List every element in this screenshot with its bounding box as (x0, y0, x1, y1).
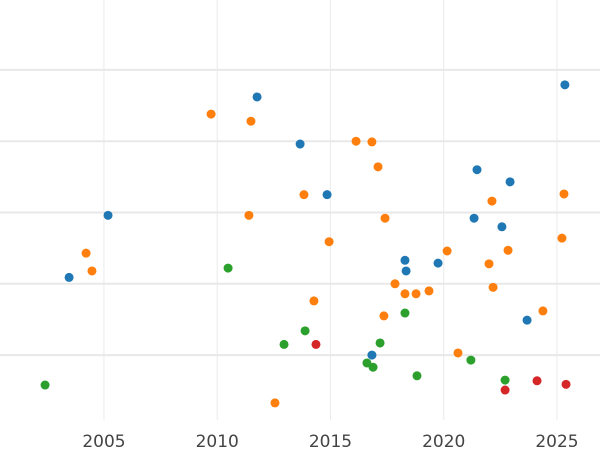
data-point-orange (390, 279, 400, 289)
data-point-blue (433, 258, 443, 268)
data-point-green (500, 375, 510, 385)
data-point-blue (522, 315, 532, 325)
data-point-orange (380, 213, 390, 223)
data-point-blue (505, 177, 515, 187)
data-point-green (400, 308, 410, 318)
data-point-green (466, 355, 476, 365)
data-point-orange (411, 289, 421, 299)
data-point-orange (484, 259, 494, 269)
data-point-blue (560, 80, 570, 90)
data-point-blue (252, 92, 262, 102)
data-point-orange (503, 245, 513, 255)
data-point-orange (442, 246, 452, 256)
data-point-blue (64, 272, 74, 282)
data-point-orange (324, 237, 334, 247)
data-point-orange (246, 116, 256, 126)
data-point-red (561, 379, 571, 389)
data-point-orange (488, 282, 498, 292)
data-point-green (300, 326, 310, 336)
data-point-green (223, 263, 233, 273)
data-point-orange (379, 311, 389, 321)
data-point-blue (295, 139, 305, 149)
data-points (40, 80, 571, 408)
data-point-green (279, 339, 289, 349)
data-point-red (311, 339, 321, 349)
data-point-orange (538, 306, 548, 316)
data-point-blue (367, 350, 377, 360)
x-tick-label: 2015 (309, 432, 352, 450)
data-point-green (40, 380, 50, 390)
data-point-blue (322, 190, 332, 200)
horizontal-gridlines (0, 68, 600, 357)
data-point-blue (103, 210, 113, 220)
data-point-orange (367, 137, 377, 147)
data-point-blue (469, 213, 479, 223)
data-point-orange (557, 233, 567, 243)
data-point-orange (487, 196, 497, 206)
x-tick-label: 2025 (535, 432, 578, 450)
data-point-orange (299, 190, 309, 200)
data-point-blue (400, 255, 410, 265)
x-tick-label: 2020 (422, 432, 465, 450)
data-point-green (368, 362, 378, 372)
x-tick-label: 2010 (196, 432, 239, 450)
data-point-orange (559, 189, 569, 199)
data-point-orange (373, 162, 383, 172)
x-tick-labels: 2005 2010 2015 2020 2025 (82, 432, 578, 450)
data-point-red (500, 385, 510, 395)
data-point-orange (453, 348, 463, 358)
data-point-orange (309, 296, 319, 306)
data-point-orange (244, 210, 254, 220)
data-point-orange (206, 109, 216, 119)
data-point-red (532, 376, 542, 386)
data-point-green (375, 338, 385, 348)
data-point-blue (401, 266, 411, 276)
data-point-blue (497, 222, 507, 232)
data-point-orange (270, 398, 280, 408)
data-point-blue (472, 165, 482, 175)
x-tick-label: 2005 (82, 432, 125, 450)
data-point-orange (424, 286, 434, 296)
data-point-orange (400, 289, 410, 299)
data-point-green (412, 371, 422, 381)
vertical-gridlines (103, 0, 558, 420)
data-point-orange (351, 136, 361, 146)
data-point-orange (87, 266, 97, 276)
data-point-orange (81, 248, 91, 258)
